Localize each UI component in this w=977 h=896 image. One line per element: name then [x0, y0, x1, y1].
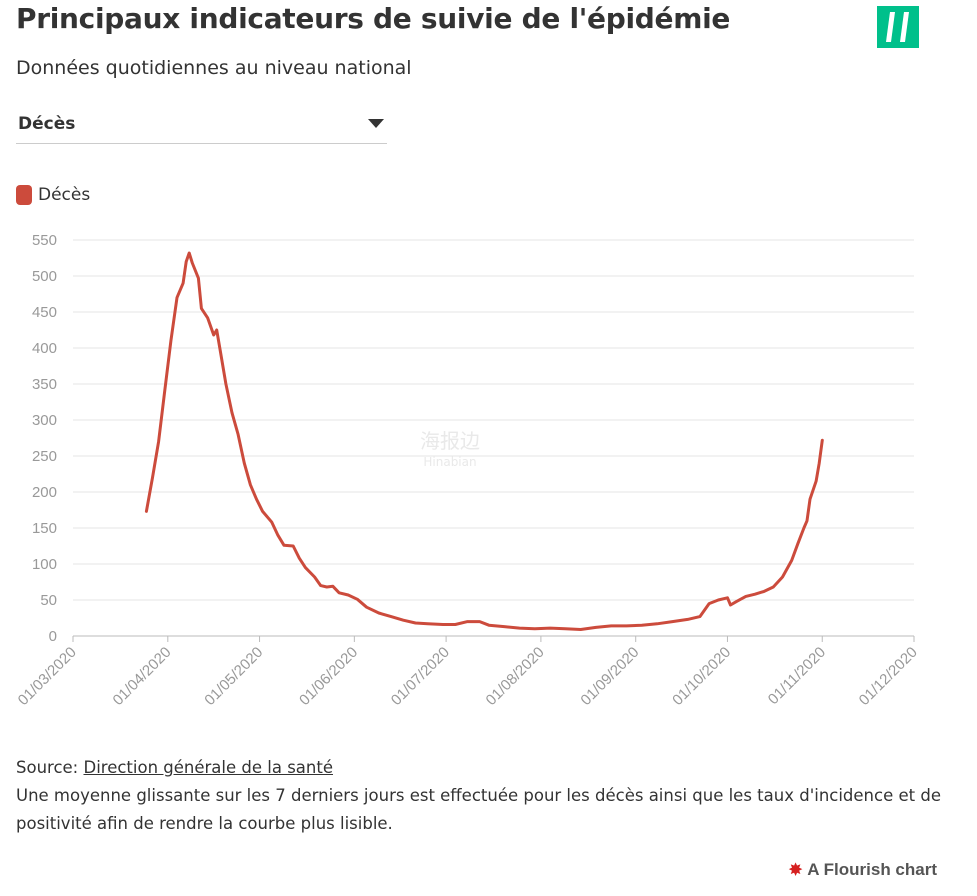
chart-footer: Source: Direction générale de la santé U… — [16, 754, 956, 838]
x-tick-label: 01/09/2020 — [577, 644, 642, 709]
indicator-select-value: Décès — [18, 114, 76, 134]
huffpost-logo — [877, 6, 919, 48]
y-tick-label: 450 — [32, 304, 57, 321]
x-tick-label: 01/12/2020 — [856, 644, 921, 709]
x-tick-label: 01/08/2020 — [483, 644, 548, 709]
chevron-down-icon — [368, 119, 384, 128]
legend: Décès — [16, 183, 90, 207]
legend-label: Décès — [38, 185, 91, 205]
y-tick-label: 500 — [32, 268, 57, 285]
line-chart: 海报边 Hinabian 0 50 100 150 200 250 300 350 400 450 5… — [15, 232, 921, 709]
x-tick-label: 01/05/2020 — [201, 644, 266, 709]
source-prefix: Source: — [16, 758, 84, 777]
chart-note: Une moyenne glissante sur les 7 derniers… — [16, 786, 941, 833]
y-tick-label: 250 — [32, 448, 57, 465]
grid-lines — [73, 239, 914, 637]
y-tick-label: 50 — [40, 592, 57, 609]
x-tick-label: 01/06/2020 — [296, 644, 361, 709]
indicator-select[interactable]: Décès — [16, 106, 387, 144]
y-tick-label: 300 — [32, 412, 57, 429]
watermark: 海报边 Hinabian — [420, 429, 480, 469]
series-line-deces — [144, 251, 824, 631]
x-tick-label: 01/11/2020 — [765, 644, 829, 708]
y-tick-label: 200 — [32, 484, 57, 501]
y-tick-label: 150 — [32, 520, 57, 537]
chart-subtitle: Données quotidiennes au niveau national — [16, 57, 412, 79]
x-tick-label: 01/10/2020 — [669, 644, 734, 709]
x-tick-label: 01/07/2020 — [388, 644, 453, 709]
watermark-text-cn: 海报边 — [420, 429, 480, 453]
y-tick-label: 400 — [32, 340, 57, 357]
flourish-credit[interactable]: ✸ A Flourish chart — [789, 860, 937, 880]
y-tick-label: 100 — [32, 556, 57, 573]
x-tick-label: 01/04/2020 — [110, 644, 175, 709]
source-link[interactable]: Direction générale de la santé — [83, 758, 333, 777]
flourish-icon: ✸ — [788, 862, 803, 879]
series-layer — [144, 251, 824, 631]
chart-title: Principaux indicateurs de suivie de l'ép… — [16, 2, 731, 35]
y-axis: 0 50 100 150 200 250 300 350 400 450 500 550 — [32, 232, 57, 645]
y-tick-label: 550 — [32, 232, 57, 249]
legend-swatch — [16, 185, 32, 205]
source-line: Source: Direction générale de la santé — [16, 754, 956, 782]
y-tick-label: 0 — [49, 628, 57, 645]
flourish-label: A Flourish chart — [807, 860, 937, 879]
watermark-text-en: Hinabian — [423, 455, 476, 469]
x-tick-label: 01/03/2020 — [15, 644, 80, 709]
y-tick-label: 350 — [32, 376, 57, 393]
x-axis: 01/03/2020 01/04/2020 01/05/2020 01/06/2020… — [15, 636, 921, 709]
